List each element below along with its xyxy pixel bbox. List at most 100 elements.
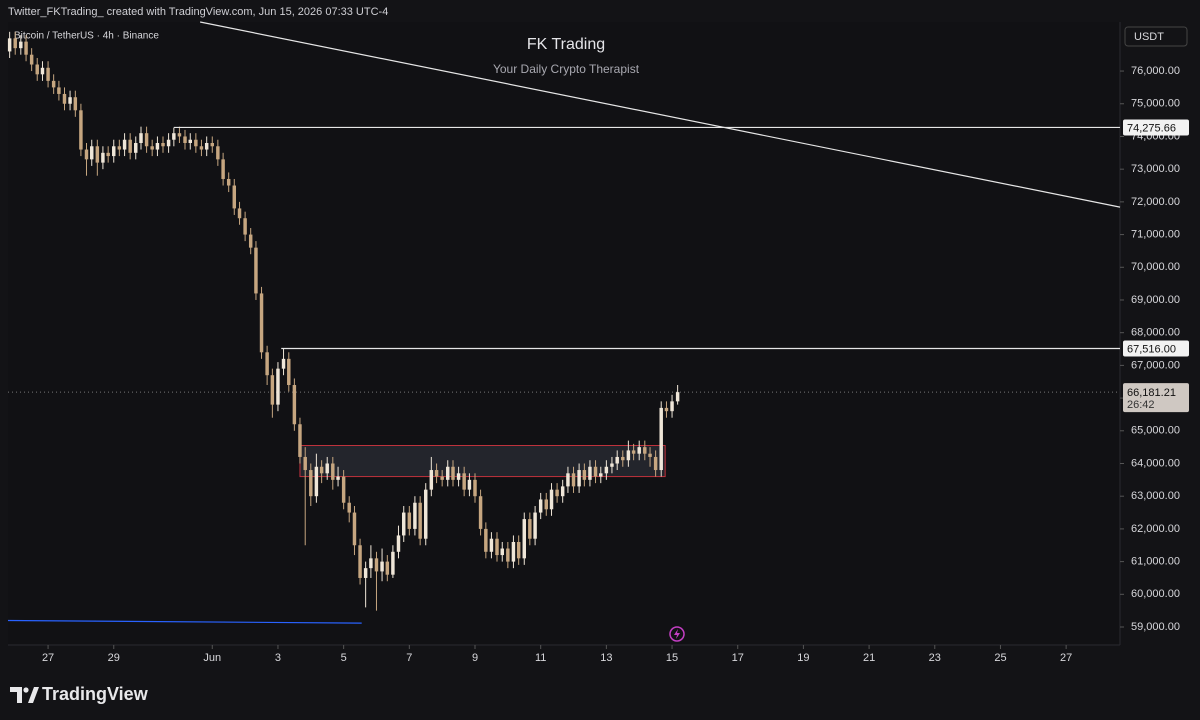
candle-body [358,545,362,578]
candle-body [166,139,171,147]
candle-body [566,473,570,487]
y-tick-label: 68,000.00 [1131,327,1180,339]
candle-body [440,476,444,480]
candle-body [473,479,477,497]
plot [7,21,1121,624]
zone [299,445,666,478]
candle-body [380,561,384,572]
candle-body [402,512,406,536]
candle-body [270,375,275,405]
x-tick-label: Jun [203,652,221,664]
candle-body [90,146,94,160]
x-tick-label: 29 [108,652,120,664]
event-bolt [674,629,680,639]
candle-body [538,499,543,513]
candle-body [331,463,335,480]
candle-body [183,136,187,144]
event-icon[interactable] [669,626,685,642]
candle-body [259,293,264,353]
candle-body [352,512,357,546]
candle-body [128,139,132,153]
candle-body [516,541,521,559]
candle-body [670,401,674,412]
candle-body [314,466,319,497]
candle-body [281,358,286,369]
brand-logo [10,687,39,703]
candle-body [643,447,647,454]
candle-body [243,218,247,235]
candle-body [62,93,67,104]
candle-body [287,358,291,386]
candle-body [144,133,149,147]
candle-body [615,456,619,464]
candle-body [506,548,510,562]
candle-body [374,558,379,572]
trendline [200,21,1121,208]
candle-body [29,54,34,65]
unit-box[interactable] [1124,26,1188,47]
level-badge [1123,340,1189,357]
candle-body [588,466,592,480]
y-tick-label: 59,000.00 [1131,621,1180,633]
candle-body [13,38,17,49]
candle-body [237,208,242,219]
candle-body [95,146,100,163]
x-tick-label: 9 [472,652,478,664]
candle-body [46,67,50,81]
candle-body [79,110,83,150]
countdown: 26:42 [1127,399,1155,411]
last-price-badge [1123,383,1189,413]
candle-body [24,41,28,55]
candle-body [369,558,373,569]
candle-body [385,561,390,575]
candle-body [210,143,215,147]
candle-body [648,453,652,457]
candle-body [582,470,587,480]
x-tick-label: 5 [341,652,347,664]
candle-body [489,538,494,552]
candle-body [604,466,609,474]
candle-body [484,528,488,552]
chart-subtitle: Your Daily Crypto Therapist [493,62,640,76]
candle-body [511,541,516,562]
symbol: Bitcoin / TetherUS · 4h · Binance [14,31,159,42]
candle-body [434,470,439,477]
candle-body [424,489,428,539]
y-tick-label: 65,000.00 [1131,425,1180,437]
candle-body [35,64,39,75]
candle-body [653,456,658,471]
candle-body [560,486,565,497]
candle-body [555,489,559,497]
candle-body [500,548,504,556]
y-tick-label: 60,000.00 [1131,588,1180,600]
level-label: 67,516.00 [1127,343,1176,355]
x-tick-label: 25 [994,652,1006,664]
x-tick-label: 13 [600,652,612,664]
candle-body [73,97,78,111]
x-tick-label: 17 [732,652,744,664]
candle-body [675,392,680,402]
chart-title: FK Trading [527,36,605,53]
candle-body [265,352,269,376]
candle-body [631,450,636,454]
candle-body [254,247,258,294]
candle-body [418,502,422,539]
y-tick-label: 64,000.00 [1131,457,1180,469]
candle-body [7,38,12,52]
y-tick-label: 71,000.00 [1131,228,1180,240]
candle-body [298,424,302,457]
y-tick-label: 70,000.00 [1131,261,1180,273]
candle-body [336,476,340,480]
candle-body [303,456,307,471]
candle-body [462,473,466,490]
y-tick-label: 62,000.00 [1131,523,1180,535]
brand: TradingView [42,684,149,704]
candle-body [122,139,127,150]
unit[interactable]: USDT [1134,31,1164,43]
candle-body [325,463,329,474]
x-tick-label: 3 [275,652,281,664]
candle-body [194,139,198,147]
candle-body [221,159,225,179]
y-tick-label: 67,000.00 [1131,359,1180,371]
